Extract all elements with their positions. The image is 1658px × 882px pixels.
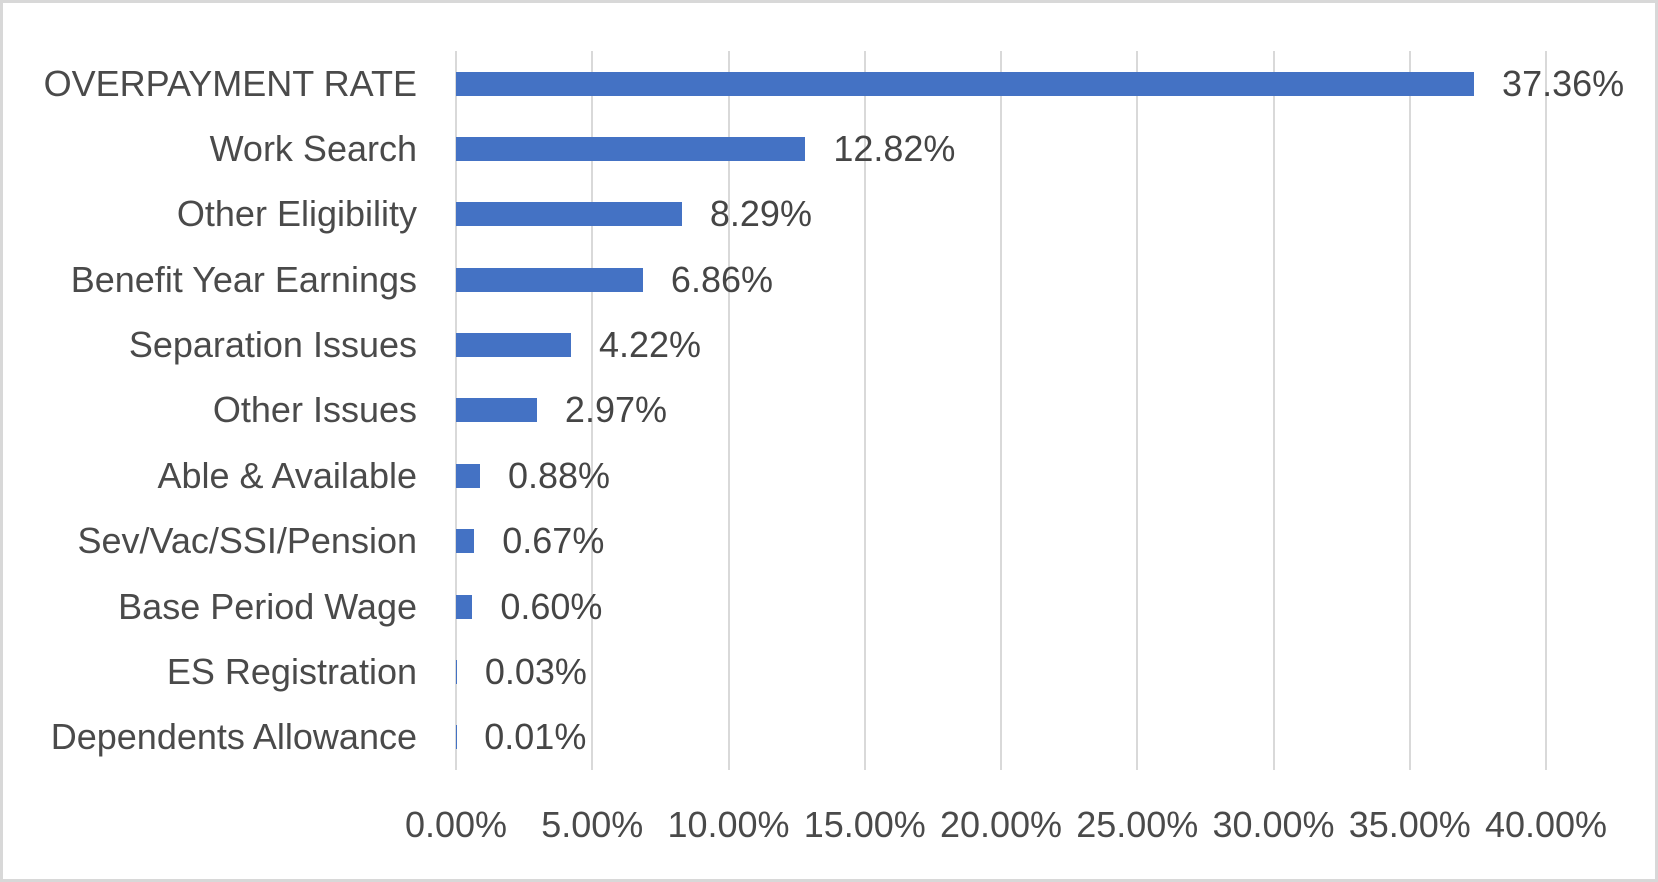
x-axis-tick-label: 35.00%: [1348, 804, 1471, 845]
chart-row: Other Issues 2.97%: [0, 378, 1658, 443]
gridline: [727, 51, 730, 770]
bar: [456, 463, 480, 488]
bar: [456, 398, 537, 423]
category-label: Able & Available: [157, 454, 417, 496]
x-axis-tick-label: 5.00%: [541, 804, 644, 845]
gridline: [1272, 51, 1275, 770]
gridline: [591, 51, 594, 770]
value-label: 6.86%: [670, 258, 773, 300]
chart-row: Benefit Year Earnings 6.86%: [0, 247, 1658, 312]
chart-row: Separation Issues 4.22%: [0, 312, 1658, 377]
x-axis-tick-label: 30.00%: [1212, 804, 1335, 845]
gridline: [863, 51, 866, 770]
category-label: Base Period Wage: [118, 585, 417, 627]
category-label: Other Eligibility: [176, 193, 417, 235]
chart-row: Able & Available 0.88%: [0, 443, 1658, 508]
category-label: Benefit Year Earnings: [70, 258, 417, 300]
value-label: 37.36%: [1502, 62, 1625, 104]
bar: [456, 202, 682, 227]
x-axis-tick-label: 20.00%: [939, 804, 1063, 845]
value-label: 0.67%: [502, 520, 605, 562]
chart-row: OVERPAYMENT RATE 37.36%: [0, 51, 1658, 116]
x-axis-tick-label: 15.00%: [803, 804, 926, 845]
value-label: 0.88%: [507, 454, 611, 496]
bar: [456, 137, 806, 162]
x-axis-tick-label: 0.00%: [404, 804, 508, 845]
category-label: Separation Issues: [128, 324, 417, 366]
x-axis-tick-label: 25.00%: [1076, 804, 1199, 845]
bar: [456, 333, 571, 358]
value-label: 0.60%: [500, 585, 603, 627]
bar: [456, 71, 1475, 96]
x-axis-tick-label: 40.00%: [1484, 804, 1608, 845]
chart-row: Sev/Vac/SSI/Pension 0.67%: [0, 509, 1658, 574]
category-label: Dependents Allowance: [50, 716, 417, 758]
gridline: [1000, 51, 1002, 770]
bar: [456, 267, 643, 292]
category-label: ES Registration: [166, 650, 417, 692]
value-label: 4.22%: [598, 324, 702, 366]
category-label: OVERPAYMENT RATE: [43, 62, 417, 104]
value-label: 8.29%: [709, 193, 812, 235]
chart-row: Dependents Allowance 0.01%: [0, 705, 1658, 770]
gridline: [1545, 51, 1547, 770]
category-label: Other Issues: [212, 389, 417, 431]
chart-row: Other Eligibility 8.29%: [0, 182, 1658, 247]
chart-row: Base Period Wage 0.60%: [0, 574, 1658, 639]
value-label: 0.03%: [484, 650, 587, 692]
bar: [456, 659, 457, 684]
x-axis-tick-label: 10.00%: [667, 804, 790, 845]
chart-row: ES Registration 0.03%: [0, 639, 1658, 704]
value-label: 12.82%: [833, 128, 956, 170]
value-label: 0.01%: [484, 716, 587, 758]
bar: [456, 594, 473, 619]
value-label: 2.97%: [564, 389, 667, 431]
category-label: Work Search: [209, 128, 417, 170]
gridline: [1136, 51, 1139, 770]
gridline: [1408, 51, 1411, 770]
category-label: Sev/Vac/SSI/Pension: [77, 520, 417, 562]
bar: [456, 529, 475, 554]
chart-row: Work Search 12.82%: [0, 116, 1658, 181]
